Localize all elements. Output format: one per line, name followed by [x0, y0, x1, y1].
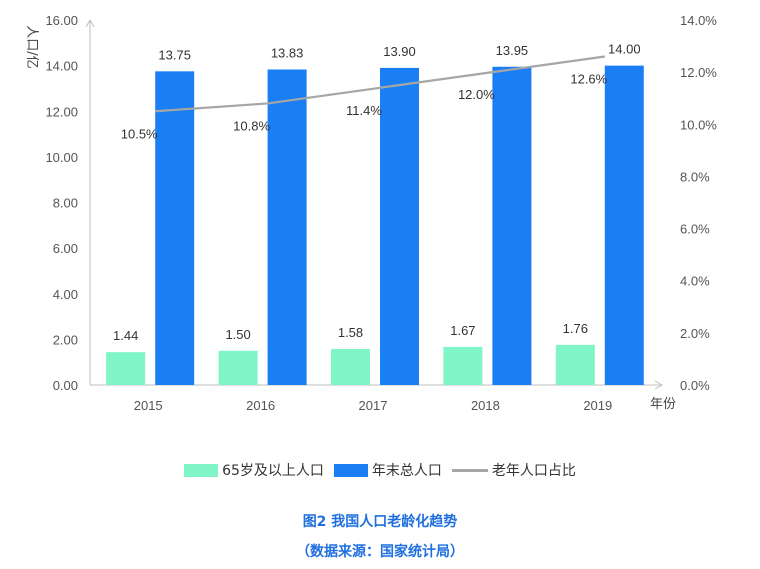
bar-total: [267, 69, 307, 386]
bar-total: [155, 71, 195, 385]
legend-item-elderly: 65岁及以上人口: [184, 460, 324, 480]
data-label-elderly: 1.58: [338, 325, 363, 340]
data-label-ratio: 12.6%: [570, 72, 607, 87]
y-tick-label: 16.00: [45, 13, 78, 28]
bar-elderly: [331, 348, 370, 385]
data-label-elderly: 1.44: [113, 328, 138, 343]
data-label-total: 13.83: [271, 46, 304, 61]
legend-label-total: 年末总人口: [371, 463, 442, 479]
legend-item-total: 年末总人口: [333, 460, 442, 480]
y2-tick-label: 4.0%: [680, 274, 710, 289]
x-tick-label: 2019: [583, 398, 612, 413]
bar-total: [492, 66, 532, 385]
y-tick-label: 6.00: [53, 241, 78, 256]
legend-swatch-total: [333, 463, 368, 477]
data-label-ratio: 12.0%: [458, 87, 495, 102]
x-tick-label: 2016: [246, 398, 275, 413]
data-label-elderly: 1.76: [563, 321, 588, 336]
x-axis-title: 年份: [650, 397, 676, 412]
x-tick-label: 2017: [359, 398, 388, 413]
y2-tick-label: 2.0%: [680, 326, 710, 341]
data-labels: 1.44 13.75 1.50 13.83 1.58 13.90 1.67 13.95 1.76…: [113, 42, 641, 344]
bar-elderly: [555, 344, 595, 385]
y-tick-label: 12.00: [45, 104, 78, 119]
data-label-total: 13.90: [383, 44, 416, 59]
data-label-elderly: 1.50: [225, 327, 250, 342]
y2-tick-label: 8.0%: [680, 169, 710, 184]
legend-item-ratio: 老年人口占比: [451, 460, 576, 480]
bar-total: [604, 65, 644, 385]
y2-tick-label: 14.0%: [680, 13, 717, 28]
y-tick-label: 0.00: [53, 378, 78, 393]
data-label-ratio: 11.4%: [346, 103, 382, 118]
y-axis-title: 人口/亿: [24, 25, 39, 68]
legend: 65岁及以上人口 年末总人口 老年人口占比: [0, 460, 760, 480]
y-axis-left-arrow: [85, 18, 95, 28]
y2-tick-label: 6.0%: [680, 222, 710, 237]
y-tick-label: 2.00: [53, 332, 78, 347]
bar-total: [380, 67, 419, 385]
legend-swatch-ratio: [451, 468, 488, 472]
figure-title: 图2 我国人口老龄化趋势: [302, 514, 458, 530]
data-label-elderly: 1.67: [450, 323, 475, 338]
data-label-ratio: 10.5%: [121, 126, 158, 141]
data-label-total: 13.75: [158, 47, 191, 62]
y-tick-label: 14.00: [45, 59, 78, 74]
x-tick-label: 2015: [134, 398, 163, 413]
y-tick-label: 4.00: [53, 287, 78, 302]
legend-label-elderly: 65岁及以上人口: [222, 463, 324, 479]
y-tick-label: 8.00: [53, 196, 78, 211]
chart: 0.00 2.00 4.00 6.00 8.00 10.00 12.00 14.00 16.00…: [24, 13, 717, 413]
bar-elderly: [443, 346, 483, 385]
y-tick-label: 10.00: [45, 150, 78, 165]
y2-tick-label: 10.0%: [680, 117, 717, 132]
bars: [106, 65, 644, 386]
x-tick-label: 2018: [471, 398, 500, 413]
y2-tick-label: 12.0%: [680, 65, 717, 80]
figure-source: （数据来源：国家统计局）: [296, 544, 464, 560]
bar-elderly: [218, 350, 258, 385]
line-series: [155, 55, 605, 113]
bar-elderly: [106, 352, 146, 385]
data-label-total: 14.00: [608, 42, 641, 57]
y2-tick-label: 0.0%: [680, 378, 710, 393]
data-label-ratio: 10.8%: [233, 118, 270, 133]
data-label-total: 13.95: [496, 43, 529, 58]
legend-label-ratio: 老年人口占比: [491, 463, 576, 479]
x-axis-arrow: [654, 380, 664, 390]
line-ratio: [155, 55, 605, 113]
legend-swatch-elderly: [184, 463, 219, 477]
axes: 0.00 2.00 4.00 6.00 8.00 10.00 12.00 14.00 16.00…: [24, 13, 717, 413]
